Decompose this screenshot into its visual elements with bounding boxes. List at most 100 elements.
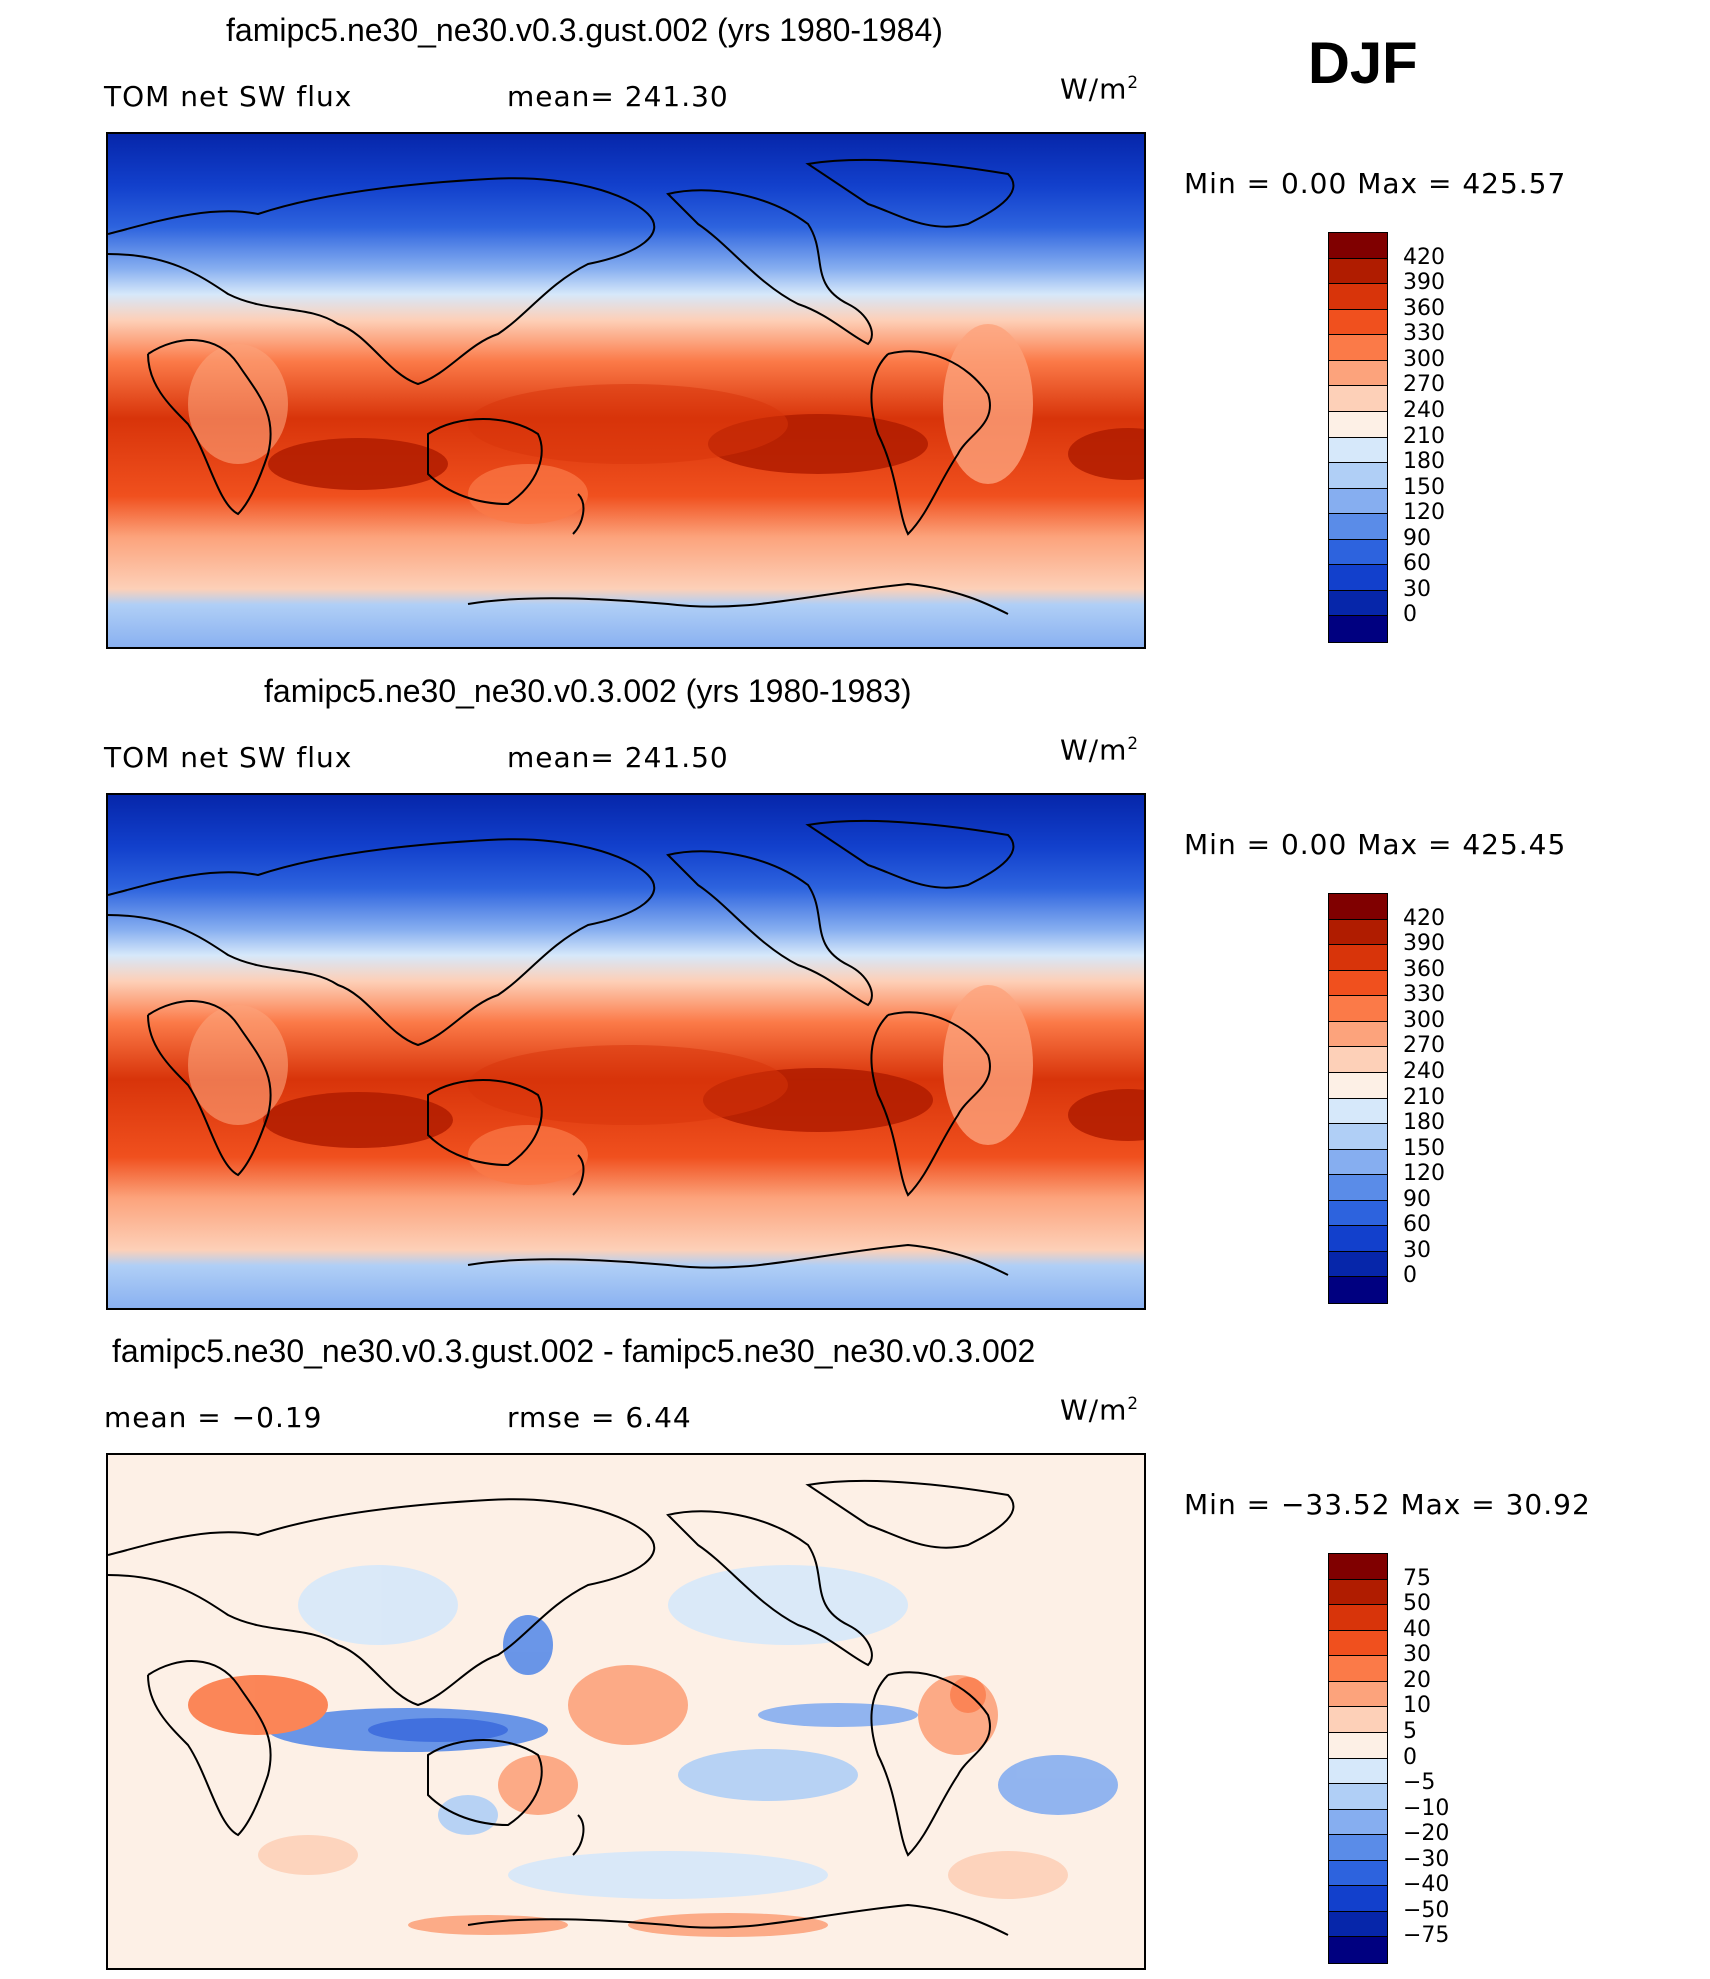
colorbar-tick-label: 5 [1403, 1718, 1417, 1744]
colorbar-swatch [1329, 1124, 1387, 1150]
colorbar-tick-label: −20 [1403, 1821, 1450, 1847]
panel-1-map-field [108, 134, 1144, 647]
panel-2-units: W/m2 [1060, 733, 1140, 767]
colorbar-swatch [1329, 1809, 1387, 1836]
colorbar-tick-label: 0 [1403, 602, 1417, 628]
colorbar-swatch [1329, 590, 1387, 617]
colorbar-tick-label: 270 [1403, 372, 1445, 398]
colorbar-tick-label: 150 [1403, 1135, 1445, 1161]
colorbar-swatch [1329, 945, 1387, 971]
colorbar-swatch [1329, 1277, 1387, 1303]
colorbar-swatch [1329, 1835, 1387, 1861]
colorbar-tick-label: 210 [1403, 423, 1445, 449]
panel-2-map-field [108, 795, 1144, 1308]
colorbar-swatch [1329, 1021, 1387, 1048]
colorbar-tick-label: 360 [1403, 956, 1445, 982]
panel-1-title: famipc5.ne30_ne30.v0.3.gust.002 (yrs 198… [226, 12, 943, 48]
colorbar-swatch [1329, 514, 1387, 540]
panel-2-colorbar [1328, 893, 1388, 1304]
panel-1-colorbar [1328, 232, 1388, 643]
colorbar-swatch [1329, 1630, 1387, 1657]
colorbar-tick-label: 75 [1403, 1565, 1431, 1591]
colorbar-tick-label: 390 [1403, 270, 1445, 296]
colorbar-tick-label: 180 [1403, 1110, 1445, 1136]
panel-3-colorbar-labels: 75 50 40 30 20 10 5 0 −5 −10 −20 −30 −40 −50 −75 [1403, 1553, 1503, 1964]
colorbar-tick-label: 150 [1403, 474, 1445, 500]
colorbar-tick-label: 180 [1403, 449, 1445, 475]
colorbar-tick-label: 300 [1403, 346, 1445, 372]
colorbar-swatch [1329, 411, 1387, 438]
colorbar-swatch [1329, 1860, 1387, 1887]
colorbar-swatch [1329, 539, 1387, 566]
colorbar-tick-label: 10 [1403, 1693, 1431, 1719]
colorbar-tick-label: 270 [1403, 1033, 1445, 1059]
colorbar-swatch [1329, 970, 1387, 997]
colorbar-swatch [1329, 1911, 1387, 1938]
colorbar-swatch [1329, 360, 1387, 387]
colorbar-tick-label: 420 [1403, 905, 1445, 931]
colorbar-tick-label: 30 [1403, 576, 1431, 602]
colorbar-swatch [1329, 1937, 1387, 1963]
colorbar-swatch [1329, 1072, 1387, 1099]
colorbar-tick-label: 330 [1403, 982, 1445, 1008]
colorbar-swatch [1329, 1149, 1387, 1176]
colorbar-tick-label: 120 [1403, 1161, 1445, 1187]
colorbar-swatch [1329, 233, 1387, 259]
colorbar-swatch [1329, 386, 1387, 412]
colorbar-swatch [1329, 1656, 1387, 1682]
panel-2-colorbar-labels: 420 390 360 330 300 270 240 210 180 150 120 90 60 30 0 [1403, 893, 1503, 1304]
colorbar-tick-label: 420 [1403, 244, 1445, 270]
panel-3-title: famipc5.ne30_ne30.v0.3.gust.002 - famipc… [112, 1333, 1036, 1369]
colorbar-swatch [1329, 335, 1387, 361]
panel-3-mean-label: mean = −0.19 [104, 1401, 323, 1434]
colorbar-swatch [1329, 309, 1387, 336]
colorbar-swatch [1329, 1707, 1387, 1733]
colorbar-swatch [1329, 1226, 1387, 1252]
colorbar-swatch [1329, 894, 1387, 920]
panel-1-stats: Min = 0.00 Max = 425.57 [1184, 167, 1567, 200]
colorbar-swatch [1329, 1681, 1387, 1708]
panel-3-units: W/m2 [1060, 1393, 1140, 1427]
colorbar-swatch [1329, 463, 1387, 489]
colorbar-tick-label: 40 [1403, 1616, 1431, 1642]
panel-1-map [106, 132, 1146, 649]
panel-1-mean-label: mean= 241.30 [507, 80, 729, 113]
panel-1-colorbar-labels: 420 390 360 330 300 270 240 210 180 150 120 90 60 30 0 [1403, 232, 1503, 643]
colorbar-tick-label: 30 [1403, 1237, 1431, 1263]
colorbar-tick-label: 210 [1403, 1084, 1445, 1110]
colorbar-tick-label: 20 [1403, 1667, 1431, 1693]
panel-3-rmse-label: rmse = 6.44 [507, 1401, 692, 1434]
colorbar-swatch [1329, 1784, 1387, 1810]
colorbar-tick-label: 390 [1403, 931, 1445, 957]
panel-2-mean-label: mean= 241.50 [507, 741, 729, 774]
colorbar-swatch [1329, 565, 1387, 591]
colorbar-tick-label: 30 [1403, 1642, 1431, 1668]
season-label: DJF [1308, 31, 1418, 96]
colorbar-tick-label: 240 [1403, 397, 1445, 423]
colorbar-swatch [1329, 258, 1387, 285]
colorbar-tick-label: −10 [1403, 1795, 1450, 1821]
colorbar-swatch [1329, 1886, 1387, 1912]
colorbar-tick-label: 50 [1403, 1591, 1431, 1617]
colorbar-swatch [1329, 437, 1387, 464]
colorbar-swatch [1329, 616, 1387, 642]
colorbar-swatch [1329, 284, 1387, 310]
colorbar-tick-label: 0 [1403, 1263, 1417, 1289]
colorbar-tick-label: 90 [1403, 525, 1431, 551]
colorbar-swatch [1329, 1175, 1387, 1201]
colorbar-swatch [1329, 1251, 1387, 1278]
colorbar-swatch [1329, 1047, 1387, 1073]
panel-3-stats: Min = −33.52 Max = 30.92 [1184, 1488, 1591, 1521]
colorbar-tick-label: −50 [1403, 1897, 1450, 1923]
colorbar-swatch [1329, 1098, 1387, 1125]
colorbar-swatch [1329, 1732, 1387, 1759]
colorbar-tick-label: 60 [1403, 1212, 1431, 1238]
panel-3-colorbar [1328, 1553, 1388, 1964]
panel-3-map-field [108, 1455, 1144, 1968]
colorbar-tick-label: 240 [1403, 1058, 1445, 1084]
colorbar-tick-label: −30 [1403, 1846, 1450, 1872]
panel-1-units: W/m2 [1060, 72, 1140, 106]
colorbar-tick-label: −40 [1403, 1872, 1450, 1898]
colorbar-tick-label: 330 [1403, 321, 1445, 347]
colorbar-swatch [1329, 919, 1387, 946]
